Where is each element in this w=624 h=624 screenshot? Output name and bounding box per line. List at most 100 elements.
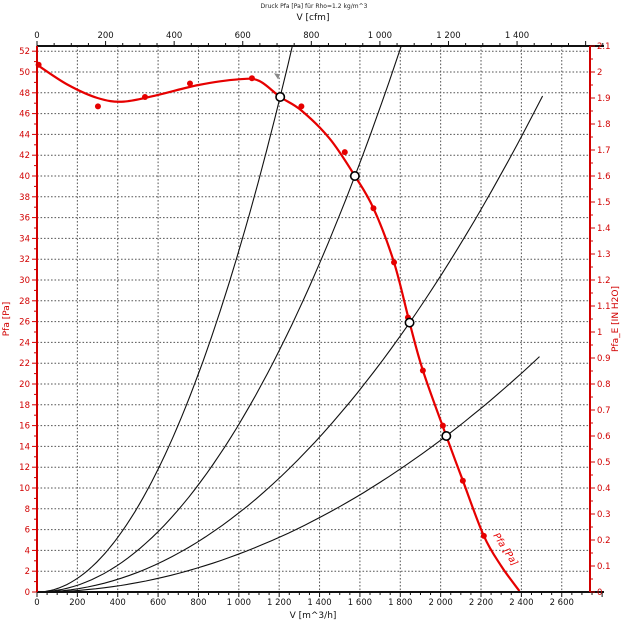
system-curve	[36, 95, 544, 593]
right-axis-tick-label: 1.4	[597, 224, 611, 234]
operating-point	[275, 91, 286, 102]
left-axis-tick-label: 30	[19, 276, 30, 286]
right-axis-tick-label: 1.9	[597, 94, 611, 104]
left-axis-tick-label: 18	[19, 401, 30, 411]
operating-point	[404, 317, 415, 328]
left-axis-tick-label: 34	[19, 234, 30, 244]
bottom-axis-tick-label: 1 400	[307, 598, 331, 608]
data-point	[186, 80, 193, 87]
bottom-axis-tick-label: 2 600	[550, 598, 574, 608]
right-axis-tick-label: 0	[597, 588, 602, 598]
left-axis-tick-label: 22	[19, 359, 30, 369]
system-curve	[36, 45, 293, 593]
right-axis-tick-label: 0.7	[597, 406, 611, 416]
left-axis-tick-label: 10	[19, 484, 30, 494]
bottom-axis-tick-label: 800	[190, 598, 206, 608]
top-axis-tick-label: 200	[97, 31, 113, 41]
right-axis-tick-label: 1.8	[597, 120, 611, 130]
left-axis-tick-label: 40	[19, 172, 30, 182]
right-axis-tick-label: 0.5	[597, 458, 611, 468]
top-axis-label: V [cfm]	[297, 13, 330, 23]
top-axis-tick-label: 0	[34, 31, 39, 41]
data-point	[141, 93, 148, 100]
left-axis-tick-label: 12	[19, 463, 30, 473]
chart-generated-layer: 0 200 400 600 800 1 000 1 200 1 400 1 600 1 800 2 …	[19, 31, 610, 608]
left-axis-tick-label: 20	[19, 380, 30, 390]
data-point	[459, 477, 466, 484]
marker-flag-icon	[273, 73, 280, 80]
right-axis-tick-label: 2	[597, 68, 602, 78]
right-axis-tick-label: 2.1	[597, 42, 611, 52]
right-axis-tick-label: 0.2	[597, 536, 611, 546]
right-axis-tick-label: 0.6	[597, 432, 611, 442]
left-axis-label: Pfa [Pa]	[2, 302, 12, 337]
right-axis-tick-label: 0.1	[597, 562, 611, 572]
system-curve	[36, 356, 540, 593]
system-curve	[36, 46, 402, 593]
left-axis-tick-label: 50	[19, 68, 30, 78]
top-axis-tick-label: 600	[235, 31, 251, 41]
right-axis-tick-label: 1.1	[597, 302, 611, 312]
fan-curve-inline-label: Pfa [Pa]	[490, 531, 519, 568]
data-point	[480, 532, 487, 539]
right-axis-tick-label: 1.6	[597, 172, 611, 182]
top-axis-tick-label: 400	[166, 31, 182, 41]
fan-curve-line	[36, 63, 521, 592]
bottom-axis-tick-label: 0	[34, 598, 39, 608]
bottom-axis-tick-label: 400	[110, 598, 126, 608]
right-axis-tick-label: 1.7	[597, 146, 611, 156]
right-axis-tick-label: 0.4	[597, 484, 611, 494]
data-point	[419, 367, 426, 374]
bottom-axis-tick-label: 200	[69, 598, 85, 608]
data-point	[94, 103, 101, 110]
left-axis-tick-label: 32	[19, 255, 30, 265]
top-axis-tick-label: 1 000	[368, 31, 392, 41]
data-point	[370, 205, 377, 212]
right-axis-label: Pfa_E [IN H2O]	[611, 286, 621, 352]
bottom-axis-tick-label: 1 000	[227, 598, 251, 608]
bottom-axis-tick-label: 2 000	[428, 598, 452, 608]
bottom-axis-tick-label: 2 200	[469, 598, 493, 608]
top-axis-tick-label: 800	[303, 31, 319, 41]
bottom-axis-tick-label: 1 200	[267, 598, 291, 608]
right-axis-tick-label: 1	[597, 328, 602, 338]
left-axis-tick-label: 44	[19, 130, 30, 140]
data-point	[391, 259, 398, 266]
left-axis-tick-label: 24	[19, 338, 30, 348]
right-axis-tick-label: 0.8	[597, 380, 611, 390]
data-point	[439, 422, 446, 429]
left-axis-tick-label: 26	[19, 318, 30, 328]
bottom-axis-tick-label: 2 400	[509, 598, 533, 608]
right-axis-tick-label: 0.3	[597, 510, 611, 520]
operating-point	[349, 171, 360, 182]
right-axis-tick-label: 1.3	[597, 250, 611, 260]
left-axis-tick-label: 48	[19, 89, 30, 99]
left-axis-tick-label: 46	[19, 110, 30, 120]
left-axis-tick-label: 36	[19, 214, 30, 224]
right-axis-tick-label: 0.9	[597, 354, 611, 364]
left-axis-tick-label: 6	[25, 526, 30, 536]
left-axis-tick-label: 28	[19, 297, 30, 307]
left-axis-tick-label: 42	[19, 151, 30, 161]
left-axis-tick-label: 4	[25, 546, 30, 556]
data-point	[298, 103, 305, 110]
data-point	[248, 75, 255, 82]
left-axis-tick-label: 8	[25, 505, 30, 515]
left-axis-tick-label: 16	[19, 422, 30, 432]
right-axis-tick-label: 1.2	[597, 276, 611, 286]
top-axis-tick-label: 1 400	[505, 31, 529, 41]
right-axis-tick-label: 1.5	[597, 198, 611, 208]
bottom-axis-tick-label: 1 600	[348, 598, 372, 608]
operating-point	[441, 430, 452, 441]
bottom-axis-label: V [m^3/h]	[290, 611, 337, 621]
left-axis-tick-label: 14	[19, 442, 30, 452]
left-axis-tick-label: 0	[25, 588, 30, 598]
left-axis-tick-label: 2	[25, 567, 30, 577]
left-axis-tick-label: 52	[19, 47, 30, 57]
chart-title: Druck Pfa [Pa] für Rho=1.2 kg/m^3	[261, 3, 368, 10]
left-axis-tick-label: 38	[19, 193, 30, 203]
bottom-axis-tick-label: 1 800	[388, 598, 412, 608]
data-point	[341, 149, 348, 156]
